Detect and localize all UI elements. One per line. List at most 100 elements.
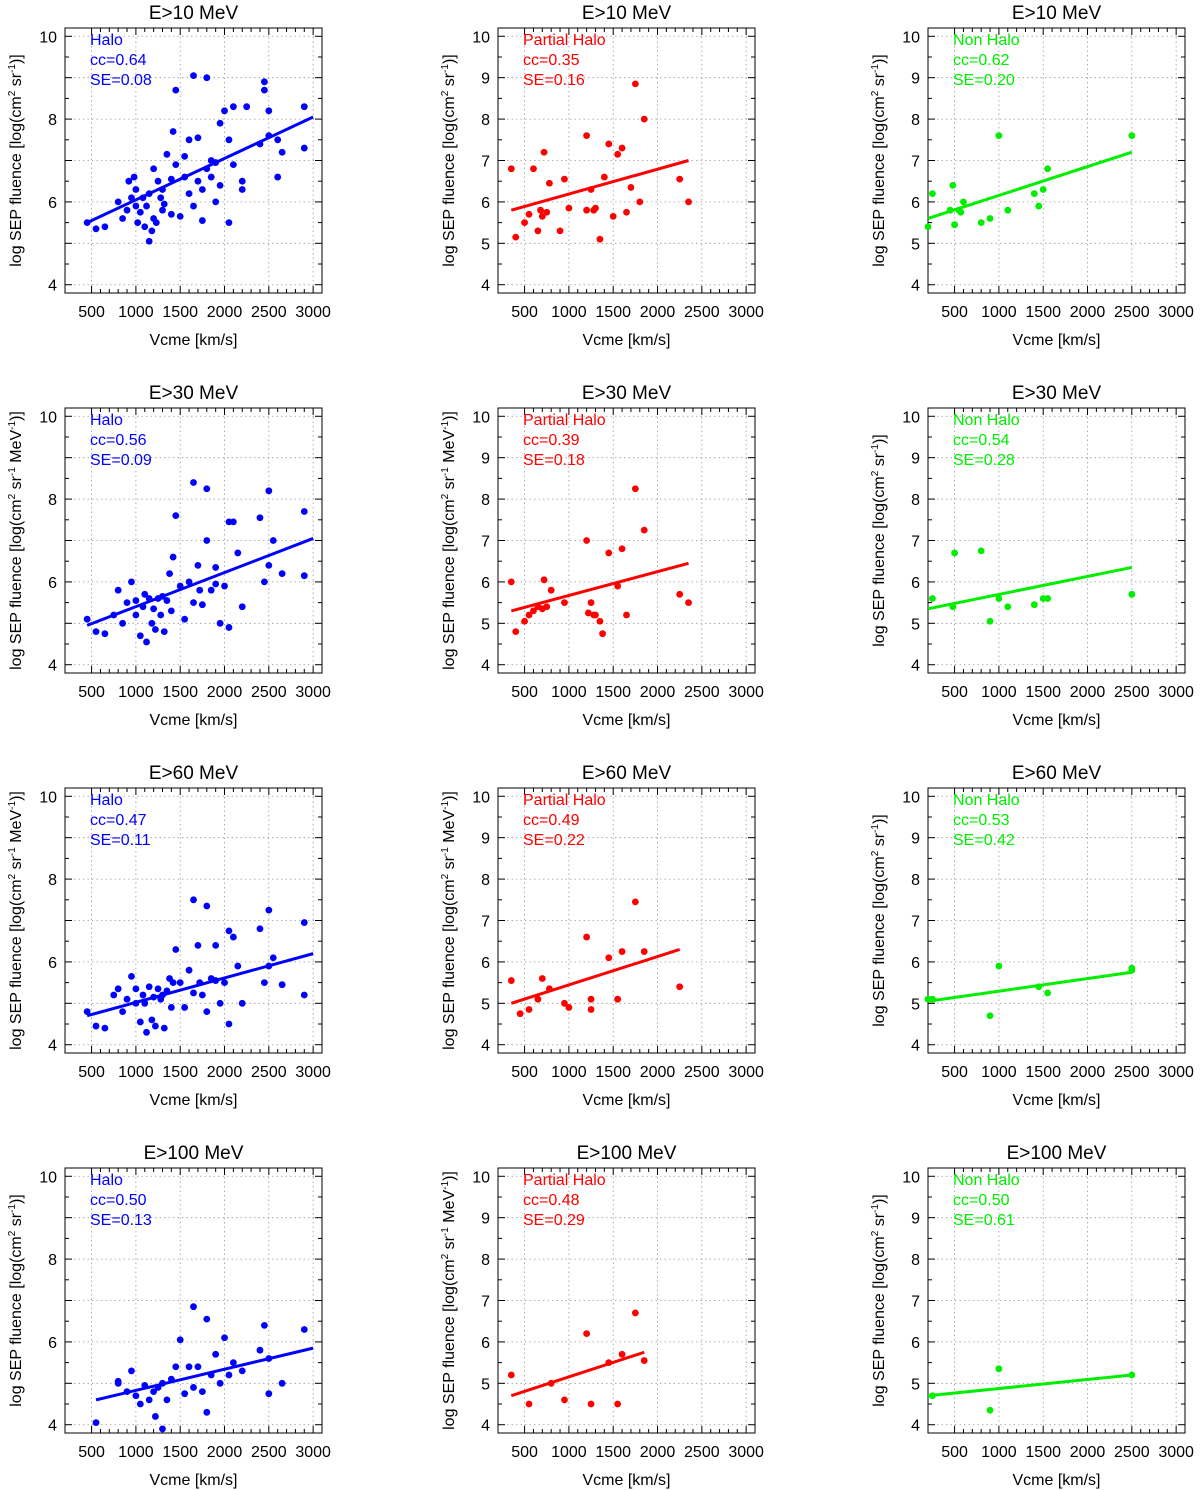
se-label: SE=0.29	[523, 1212, 585, 1229]
y-axis-label-part: MeV	[441, 1189, 458, 1227]
fit-line	[86, 115, 314, 224]
data-point	[269, 537, 277, 544]
data-point	[274, 136, 282, 144]
data-point	[986, 1012, 994, 1020]
data-point	[1004, 206, 1012, 214]
se-label: SE=0.22	[523, 832, 585, 849]
y-axis-label-part: sr	[871, 1212, 888, 1230]
x-tick-label: 2500	[684, 1444, 720, 1461]
x-tick-label: 3000	[295, 1064, 331, 1081]
data-point	[169, 979, 177, 987]
y-axis-label-sup: 2	[7, 90, 18, 96]
data-point	[525, 1400, 533, 1408]
x-tick-label: 2500	[684, 1064, 720, 1081]
y-axis-label-sup: -1	[7, 64, 18, 73]
data-point	[159, 206, 166, 214]
y-axis-label-main: log SEP fluence [log(cm	[871, 476, 888, 646]
y-axis-label-sup: -1	[7, 1204, 18, 1213]
data-point	[151, 1413, 159, 1420]
data-point	[1044, 165, 1052, 173]
y-tick-label: 8	[911, 1252, 920, 1269]
se-label: SE=0.20	[953, 72, 1015, 89]
data-point	[1030, 601, 1038, 609]
data-point	[530, 607, 537, 615]
data-point	[123, 1388, 131, 1395]
y-tick-label: 9	[911, 831, 920, 848]
y-tick-label: 8	[911, 112, 920, 129]
category-label: Non Halo	[953, 1172, 1020, 1189]
data-point	[949, 603, 957, 611]
data-point	[83, 1008, 91, 1015]
fit-line	[510, 948, 681, 1005]
y-axis-label: log SEP fluence [log(cm2​ sr-1​ MeV-1​)]	[440, 791, 458, 1050]
y-tick-label: 4	[481, 658, 490, 675]
y-axis-label-close: )]	[8, 1194, 25, 1204]
data-point	[136, 1018, 144, 1026]
y-tick-label: 10	[39, 409, 57, 426]
panel-1-1: 4 6 8 10 500 1000 1500 2000 2500 3000 E>10 MeV Vcme…	[7, 3, 331, 349]
data-point	[274, 173, 282, 181]
chart-title: E>10 MeV	[582, 3, 672, 24]
data-point	[587, 995, 595, 1003]
y-tick-label: 4	[48, 1038, 57, 1055]
y-axis-label: log SEP fluence [log(cm2​ sr-1​)]	[7, 1194, 25, 1407]
data-point	[537, 206, 544, 214]
data-point	[265, 132, 273, 140]
data-point	[546, 985, 553, 993]
data-point	[145, 190, 153, 198]
data-point	[676, 983, 684, 991]
x-tick-label: 500	[941, 684, 968, 701]
data-point	[278, 148, 286, 156]
data-point	[198, 991, 206, 999]
data-point	[176, 1336, 184, 1344]
cc-label: cc=0.62	[953, 52, 1010, 69]
y-tick-label: 6	[481, 1335, 490, 1352]
y-tick-label: 4	[48, 278, 57, 295]
y-axis-label-sup: -1	[7, 467, 18, 476]
data-point	[136, 1400, 144, 1408]
y-tick-label: 6	[481, 195, 490, 212]
data-point	[203, 902, 211, 910]
data-point	[507, 1371, 515, 1379]
y-axis-label-part: sr	[441, 72, 458, 90]
data-point	[163, 987, 171, 995]
data-point	[238, 999, 246, 1007]
x-tick-label: 1500	[1025, 1444, 1061, 1461]
chart-title: E>30 MeV	[582, 383, 672, 404]
y-tick-label: 7	[911, 534, 920, 551]
x-tick-label: 2500	[1114, 684, 1150, 701]
category-label: Non Halo	[953, 32, 1020, 49]
y-axis-label-sup: -1	[7, 847, 18, 856]
data-point	[196, 586, 204, 594]
data-point	[640, 1357, 648, 1364]
y-tick-label: 9	[481, 831, 490, 848]
data-point	[132, 985, 140, 993]
data-point	[300, 991, 308, 999]
x-tick-label: 1000	[118, 1444, 154, 1461]
x-tick-label: 1000	[551, 1064, 587, 1081]
x-tick-label: 3000	[1158, 1444, 1194, 1461]
data-point	[234, 962, 242, 970]
y-tick-label: 7	[911, 154, 920, 171]
data-point	[181, 615, 189, 623]
x-axis-label: Vcme [km/s]	[149, 712, 237, 729]
data-point	[225, 1371, 233, 1379]
x-tick-label: 500	[78, 684, 105, 701]
data-point	[150, 165, 158, 173]
x-tick-label: 2500	[1114, 1064, 1150, 1081]
data-point	[543, 603, 551, 611]
data-point	[640, 948, 648, 955]
data-point	[181, 173, 189, 181]
data-point	[145, 1396, 153, 1404]
y-axis-label: log SEP fluence [log(cm2​ sr-1​ MeV-1​)]	[7, 791, 25, 1050]
data-point	[234, 549, 242, 557]
y-tick-label: 10	[39, 29, 57, 46]
data-point	[216, 619, 224, 627]
y-axis-label-sup: -1	[440, 800, 451, 809]
panel-3-3: 4 5 6 7 8 9 10 500 1000 1500 2000 2500 3000 E>60 MeV V…	[870, 763, 1194, 1109]
y-tick-label: 6	[911, 195, 920, 212]
data-point	[221, 107, 228, 115]
data-point	[148, 227, 156, 235]
data-point	[148, 1016, 156, 1024]
data-point	[265, 107, 273, 115]
